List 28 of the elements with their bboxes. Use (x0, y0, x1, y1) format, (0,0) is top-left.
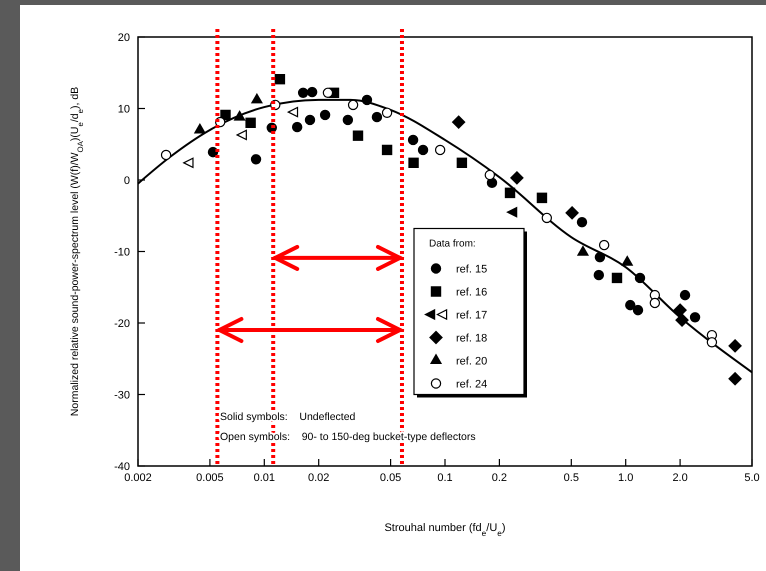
y-tick-label: -30 (114, 389, 130, 402)
legend-label: ref. 24 (456, 378, 488, 390)
annotation: Open symbols: 90- to 150-deg bucket-type deflectors (220, 431, 476, 443)
x-tick-label: 0.02 (308, 472, 330, 484)
y-tick-label: 0 (124, 174, 130, 187)
x-tick-label: 0.01 (254, 472, 276, 484)
x-tick-label: 0.005 (196, 472, 224, 484)
legend-label: ref. 17 (456, 309, 488, 322)
annotation: Solid symbols: Undeflected (220, 411, 356, 423)
legend-label: ref. 18 (456, 332, 488, 344)
y-tick-label: -10 (114, 246, 130, 258)
y-tick-label: 20 (118, 32, 130, 44)
legend-title: Data from: (429, 238, 476, 250)
x-tick-label: 0.2 (492, 472, 508, 484)
y-tick-label: -40 (114, 460, 130, 473)
legend-label: ref. 20 (456, 355, 488, 368)
x-tick-label: 1.0 (618, 472, 634, 484)
x-tick-label: 0.05 (380, 472, 402, 484)
x-tick-label: 5.0 (744, 472, 760, 484)
x-tick-label: 0.5 (564, 472, 579, 484)
x-tick-label: 0.002 (124, 472, 152, 484)
x-axis-title: Strouhal number (fd$_{e}$/U$_{e}$) (384, 522, 506, 538)
y-tick-label: 10 (118, 103, 130, 116)
y-tick-label: -20 (114, 318, 130, 330)
x-tick-label: 2.0 (672, 472, 688, 484)
legend-label: ref. 15 (456, 263, 488, 276)
legend-label: ref. 16 (456, 286, 488, 298)
x-tick-label: 0.1 (437, 472, 453, 484)
